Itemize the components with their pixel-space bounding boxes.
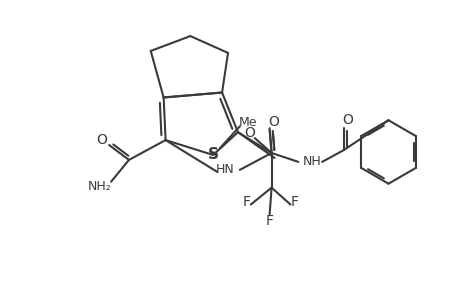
- Text: NH: NH: [302, 155, 321, 168]
- Text: Me: Me: [238, 116, 257, 129]
- Text: O: O: [341, 113, 353, 127]
- Text: O: O: [244, 126, 255, 140]
- Text: F: F: [265, 214, 273, 228]
- Text: O: O: [268, 115, 279, 129]
- Text: S: S: [207, 148, 218, 163]
- Text: F: F: [290, 194, 298, 208]
- Text: F: F: [242, 194, 250, 208]
- Text: O: O: [95, 133, 106, 147]
- Text: HN: HN: [215, 163, 234, 176]
- Text: NH₂: NH₂: [87, 180, 111, 193]
